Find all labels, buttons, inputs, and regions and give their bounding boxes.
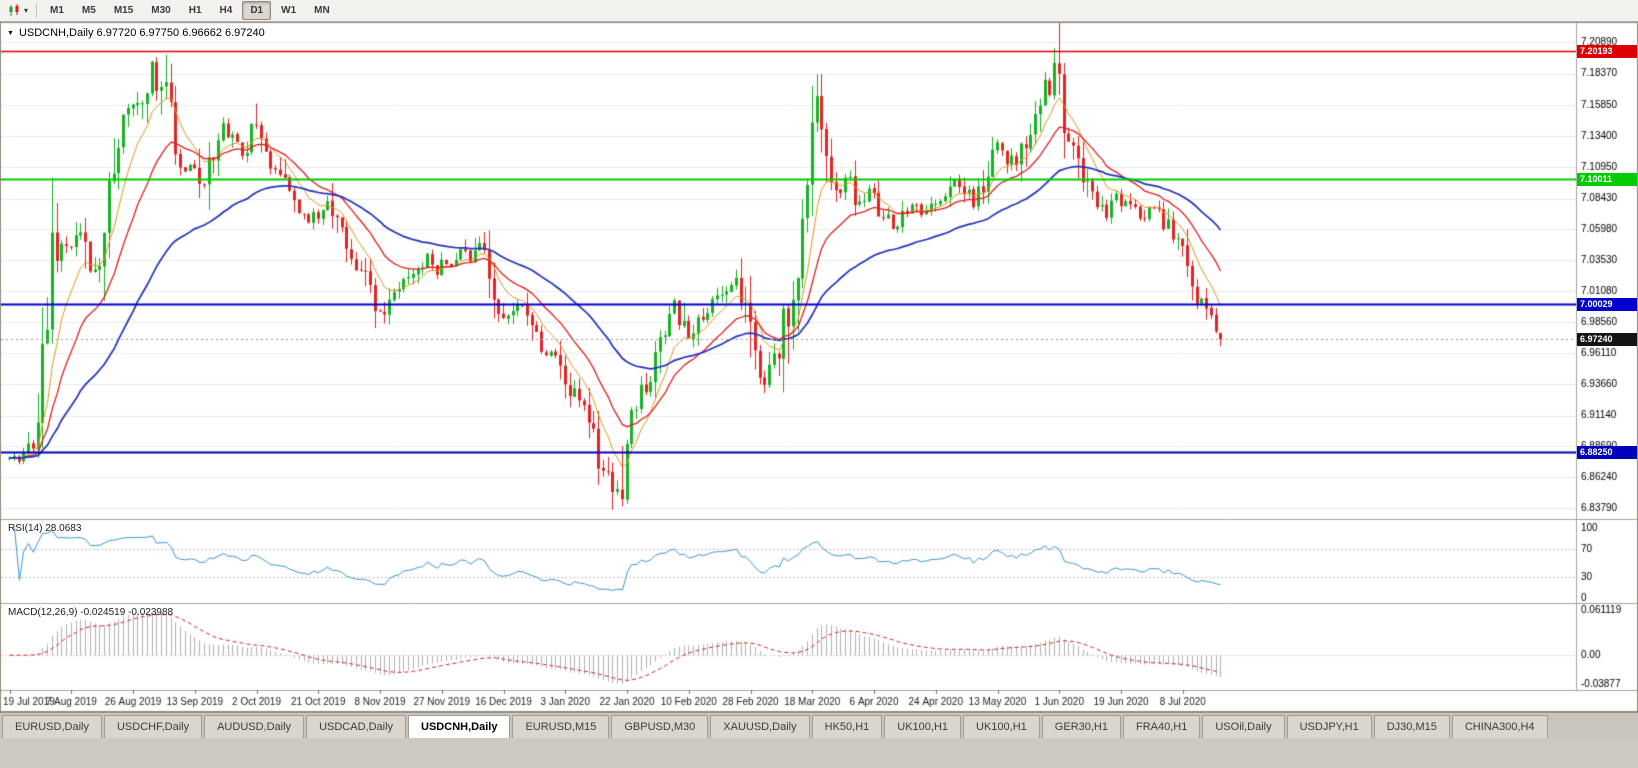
- macd-indicator-label: MACD(12,26,9) -0.024519 -0.023988: [8, 607, 174, 618]
- chevron-down-icon: ▾: [24, 6, 29, 15]
- rsi-indicator-label: RSI(14) 28.0683: [8, 523, 82, 534]
- timeframe-button-m5[interactable]: M5: [81, 5, 96, 16]
- chart-tab-gbpusd-m30[interactable]: GBPUSD,M30: [611, 715, 709, 738]
- chart-window[interactable]: ▼ USDCNH,Daily 6.97720 6.97750 6.96662 6…: [0, 22, 1638, 712]
- collapse-arrow-icon[interactable]: ▼: [7, 29, 14, 37]
- chart-tab-uk100-h1[interactable]: UK100,H1: [884, 715, 962, 738]
- timeframe-button-mn[interactable]: MN: [314, 5, 330, 16]
- timeframe-button-m30[interactable]: M30: [151, 5, 171, 16]
- chart-title-text: USDCNH,Daily 6.97720 6.97750 6.96662 6.9…: [18, 27, 265, 39]
- chart-title: ▼ USDCNH,Daily 6.97720 6.97750 6.96662 6…: [7, 27, 265, 39]
- current-price-label: 6.97240: [1577, 333, 1637, 346]
- price-level-label: 6.88250: [1577, 446, 1637, 459]
- timeframe-button-m15[interactable]: M15: [113, 5, 134, 16]
- chart-tab-usoil-daily[interactable]: USOil,Daily: [1202, 715, 1285, 738]
- candlestick-chart-icon: [9, 4, 19, 16]
- chart-tab-china300-h4[interactable]: CHINA300,H4: [1451, 715, 1548, 738]
- timeframe-button-h4[interactable]: H4: [219, 5, 233, 16]
- timeframe-button-m1[interactable]: M1: [50, 5, 64, 16]
- timeframe-button-h1[interactable]: H1: [188, 5, 202, 16]
- toolbar-separator: [36, 3, 38, 18]
- chart-tab-xauusd-daily[interactable]: XAUUSD,Daily: [710, 715, 810, 738]
- chart-tab-usdjpy-h1[interactable]: USDJPY,H1: [1286, 715, 1372, 738]
- rsi-panel-resize-handle[interactable]: [0, 517, 1638, 521]
- toolbar: ▾ M1 M5 M15 M30 H1 H4 D1 W1 MN: [0, 0, 1638, 22]
- macd-panel-resize-handle[interactable]: [0, 601, 1638, 605]
- chart-tab-dj30-m15[interactable]: DJ30,M15: [1373, 715, 1450, 738]
- price-level-label: 7.20193: [1577, 45, 1637, 58]
- chart-tab-usdcnh-daily[interactable]: USDCNH,Daily: [408, 715, 511, 738]
- chart-type-menu[interactable]: ▾: [4, 1, 32, 21]
- price-chart-canvas[interactable]: [0, 22, 1638, 712]
- price-level-label: 7.00029: [1577, 298, 1637, 311]
- timeframe-button-d1[interactable]: D1: [242, 1, 272, 20]
- chart-tab-ger30-h1[interactable]: GER30,H1: [1041, 715, 1121, 738]
- price-level-label: 7.10011: [1577, 173, 1637, 186]
- chart-tab-usdchf-daily[interactable]: USDCHF,Daily: [103, 715, 203, 738]
- chart-tab-hk50-h1[interactable]: HK50,H1: [811, 715, 883, 738]
- timeframe-button-group: M1 M5 M15 M30 H1 H4 D1 W1 MN: [41, 1, 339, 20]
- chart-tab-audusd-daily[interactable]: AUDUSD,Daily: [204, 715, 305, 738]
- window-background: [0, 738, 1638, 768]
- chart-tab-usdcad-daily[interactable]: USDCAD,Daily: [306, 715, 407, 738]
- chart-tab-bar: EURUSD,Daily USDCHF,Daily AUDUSD,Daily USDC…: [0, 712, 1638, 738]
- chart-tab-uk100-h1[interactable]: UK100,H1: [963, 715, 1040, 738]
- time-axis[interactable]: [0, 690, 1576, 712]
- chart-tab-eurusd-m15[interactable]: EURUSD,M15: [512, 715, 610, 738]
- timeframe-button-w1[interactable]: W1: [281, 5, 297, 16]
- price-axis[interactable]: [1576, 22, 1638, 690]
- chart-tab-eurusd-daily[interactable]: EURUSD,Daily: [2, 715, 102, 738]
- chart-tab-fra40-h1[interactable]: FRA40,H1: [1123, 715, 1201, 738]
